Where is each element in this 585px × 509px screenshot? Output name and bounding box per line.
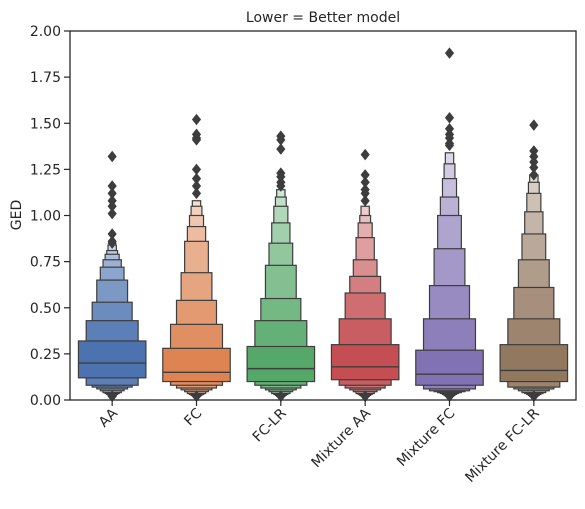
outlier-point <box>444 47 455 59</box>
outlier-point <box>191 134 202 146</box>
y-tick-label: 1.25 <box>30 162 61 178</box>
y-axis: 0.00 0.25 0.50 0.75 1.00 1.25 1.50 1.75 2.00 <box>30 24 70 409</box>
outlier-point <box>276 143 286 155</box>
x-tick-label: FC <box>181 405 205 429</box>
outlier-point <box>529 119 539 131</box>
boxen-group <box>330 148 400 403</box>
boxen-group <box>246 130 316 403</box>
y-axis-title: GED <box>9 200 25 230</box>
plot-area: 0.00 0.25 0.50 0.75 1.00 1.25 1.50 1.75 2.00 AA F… <box>30 24 577 486</box>
x-tick-label: AA <box>96 405 121 430</box>
outlier-point <box>444 111 455 124</box>
y-tick-label: 0.25 <box>30 347 61 363</box>
x-axis: AA FC FC-LR Mixture AA Mixture FC Mixture FC-… <box>96 400 543 486</box>
outlier-point <box>360 195 370 207</box>
outlier-point <box>360 148 370 161</box>
boxen-group <box>499 119 569 403</box>
boxen-level <box>77 340 147 379</box>
y-tick-label: 0.00 <box>30 393 61 409</box>
y-tick-label: 0.50 <box>30 301 61 317</box>
boxes-layer <box>77 47 569 403</box>
outlier-point <box>444 139 455 152</box>
outlier-point <box>107 150 117 163</box>
y-tick-label: 1.75 <box>30 70 61 86</box>
outlier-point <box>107 237 117 249</box>
outlier-point <box>529 169 539 181</box>
boxen-group <box>162 113 231 403</box>
x-tick-label: FC-LR <box>250 405 290 445</box>
x-tick-label: Mixture FC <box>394 405 458 469</box>
chart-title: Lower = Better model <box>246 10 400 26</box>
boxen-level <box>246 345 316 383</box>
x-tick-label: Mixture AA <box>308 405 374 471</box>
outlier-point <box>191 113 202 126</box>
boxen-level <box>330 344 400 381</box>
boxen-group <box>415 47 484 403</box>
outlier-point <box>191 187 202 200</box>
boxen-level <box>499 344 569 383</box>
boxen-level <box>162 347 231 383</box>
boxen-level <box>415 349 484 386</box>
x-tick-label: Mixture FC-LR <box>462 405 542 485</box>
outlier-point <box>276 180 286 192</box>
y-tick-label: 2.00 <box>30 24 61 40</box>
boxen-group <box>77 150 147 403</box>
y-tick-label: 0.75 <box>30 255 61 271</box>
y-tick-label: 1.50 <box>30 116 61 132</box>
y-tick-label: 1.00 <box>30 209 61 225</box>
outlier-point <box>107 207 117 220</box>
